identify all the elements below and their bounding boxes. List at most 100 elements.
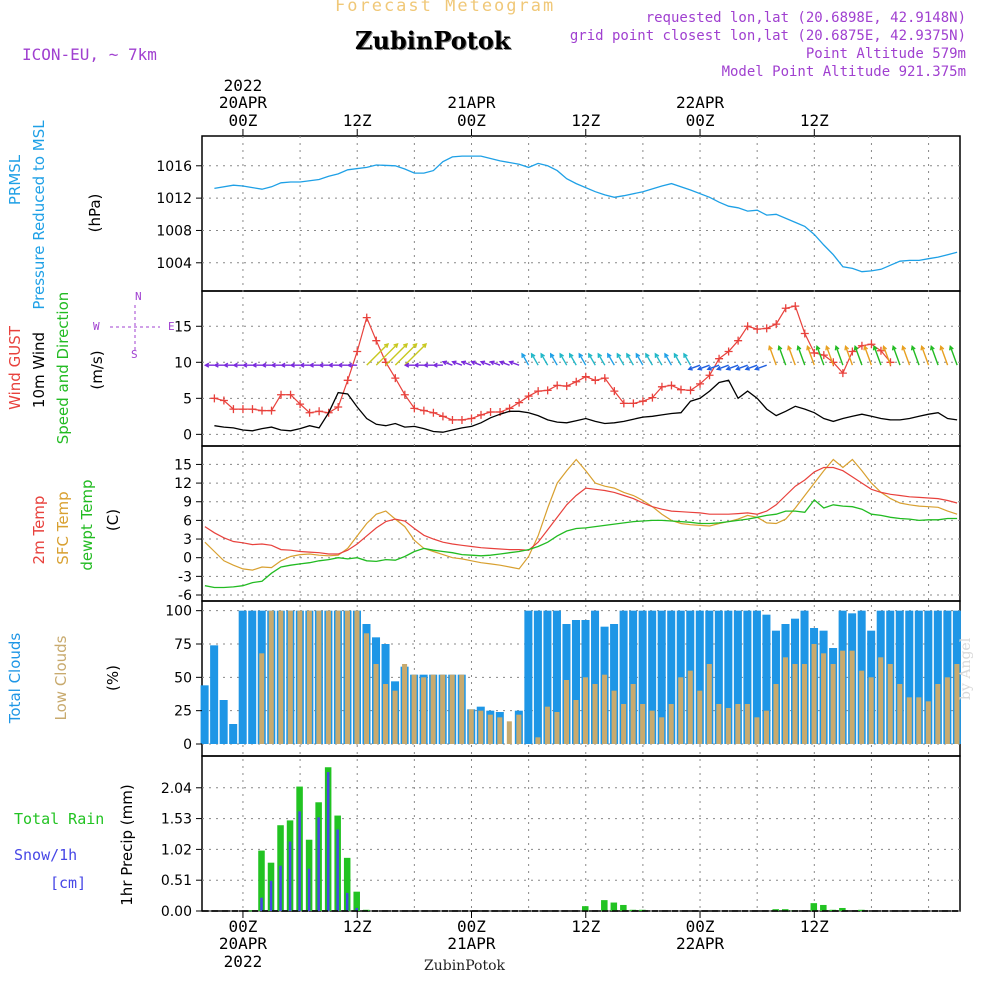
low-cloud-bar — [802, 664, 808, 744]
low-cloud-bar — [344, 610, 350, 744]
low-cloud-bar — [687, 670, 693, 744]
low-cloud-bar — [459, 674, 465, 744]
low-cloud-bar — [735, 704, 741, 744]
wind-direction-arrow — [717, 364, 729, 370]
y-tick-label: 50 — [174, 670, 192, 686]
wind-gust-point — [296, 400, 305, 409]
wind-direction-arrow — [698, 364, 710, 370]
wind-direction-arrowhead — [588, 352, 593, 358]
total-cloud-bar — [524, 610, 533, 744]
snow-bar — [288, 841, 292, 911]
wind-direction-arrow — [787, 346, 796, 366]
wind-direction-arrow — [863, 346, 873, 366]
snow-bar — [279, 865, 282, 911]
total-cloud-bar — [200, 685, 209, 744]
wind-gust-point — [581, 372, 590, 381]
low-cloud-bar — [716, 704, 722, 744]
total-cloud-bar — [638, 610, 647, 744]
snow-bar — [355, 907, 358, 911]
rain-bar — [772, 909, 779, 911]
low-cloud-bar — [325, 610, 331, 744]
low-cloud-bar — [278, 610, 284, 744]
low-cloud-bar — [449, 674, 455, 744]
wind-direction-arrowhead — [597, 352, 603, 358]
wind-direction-arrow — [835, 346, 844, 366]
pressure-label-prmsl: PRMSL — [6, 154, 24, 205]
wind-gust-point — [715, 354, 724, 363]
closest-location: grid point closest lon,lat (20.6875E, 42… — [569, 28, 966, 44]
wind-gust-point — [686, 386, 695, 395]
wind-gust-point — [600, 374, 609, 383]
total-cloud-bar — [219, 700, 228, 744]
wind-direction-arrow — [550, 353, 558, 366]
wind-direction-arrow — [499, 361, 510, 366]
total-cloud-bar — [714, 610, 723, 744]
low-cloud-bar — [754, 717, 760, 744]
wind-gust-label: Wind GUST — [6, 325, 24, 410]
wind-direction-arrowhead — [706, 365, 712, 371]
wind-direction-arrow — [471, 361, 482, 366]
wind-direction-arrowhead — [607, 352, 612, 358]
wind-direction-arrow — [892, 346, 901, 366]
top-x-tick-label: 00Z — [457, 111, 486, 130]
low-cloud-bar — [782, 657, 788, 744]
low-cloud-bar — [335, 610, 341, 744]
wind-gust-point — [534, 387, 543, 396]
wind-direction-arrowhead — [403, 342, 409, 348]
low-cloud-bar — [373, 664, 379, 744]
wind-gust-point — [667, 381, 676, 390]
wind-direction-arrowhead — [635, 352, 641, 358]
wind-direction-arrowhead — [920, 345, 926, 351]
snow-bar — [260, 897, 263, 911]
low-cloud-bar — [744, 704, 750, 744]
y-tick-label: 0 — [183, 551, 192, 567]
snow-label: Snow/1h — [14, 846, 77, 864]
y-tick-label: 10 — [174, 355, 192, 371]
total-cloud-bar — [924, 610, 933, 744]
y-tick-label: 0 — [183, 427, 192, 443]
rain-bar — [610, 902, 618, 911]
wind-gust-point — [848, 347, 857, 356]
wind-gust-point — [524, 392, 533, 401]
wind-direction-arrow — [452, 361, 463, 366]
wind-gust-point — [800, 329, 809, 338]
bottom-x-date-label: 22APR — [676, 934, 725, 953]
y-tick-label: 12 — [174, 476, 192, 492]
low-cloud-bar — [297, 610, 303, 744]
wind-gust-point — [791, 302, 800, 311]
wind-gust-point — [553, 381, 562, 390]
wind-direction-arrowhead — [872, 345, 878, 351]
bottom-x-date-label: 20APR — [219, 934, 268, 953]
wind-direction-arrowhead — [422, 342, 428, 348]
wind-direction-arrow — [375, 343, 398, 366]
wind-10m-line — [214, 379, 958, 433]
wind-direction-arrowhead — [441, 360, 448, 366]
low-cloud-bar — [268, 610, 274, 744]
wind-gust-point — [648, 393, 657, 402]
total-cloud-bar — [667, 610, 676, 744]
low-clouds-label: Low Clouds — [52, 635, 70, 720]
top-x-tick-label: 00Z — [686, 111, 715, 130]
total-cloud-bar — [743, 610, 752, 744]
sfc-temp-line — [204, 458, 958, 571]
wind-direction-arrowhead — [327, 362, 334, 368]
wind-direction-arrow — [755, 364, 767, 370]
requested-location: requested lon,lat (20.6898E, 42.9148N) — [645, 10, 966, 26]
wind-direction-arrowhead — [346, 362, 353, 368]
rain-bar — [620, 904, 627, 911]
wind-direction-arrowhead — [422, 362, 429, 368]
wind-direction-arrow — [578, 353, 587, 366]
model-point-altitude: Model Point Altitude 921.375m — [721, 64, 966, 80]
low-cloud-bar — [259, 653, 265, 744]
wind-direction-arrow — [882, 346, 892, 366]
wind-gust-point — [372, 336, 381, 345]
total-cloud-bar — [248, 610, 257, 744]
wind-direction-arrow — [394, 343, 418, 366]
low-cloud-bar — [392, 690, 398, 744]
wind-direction-arrowhead — [882, 345, 888, 351]
wind-direction-arrow — [461, 361, 472, 366]
wind-gust-point — [810, 348, 819, 357]
low-cloud-bar — [402, 664, 408, 744]
wind-direction-arrowhead — [768, 345, 773, 351]
top-x-year-label: 2022 — [224, 76, 263, 95]
